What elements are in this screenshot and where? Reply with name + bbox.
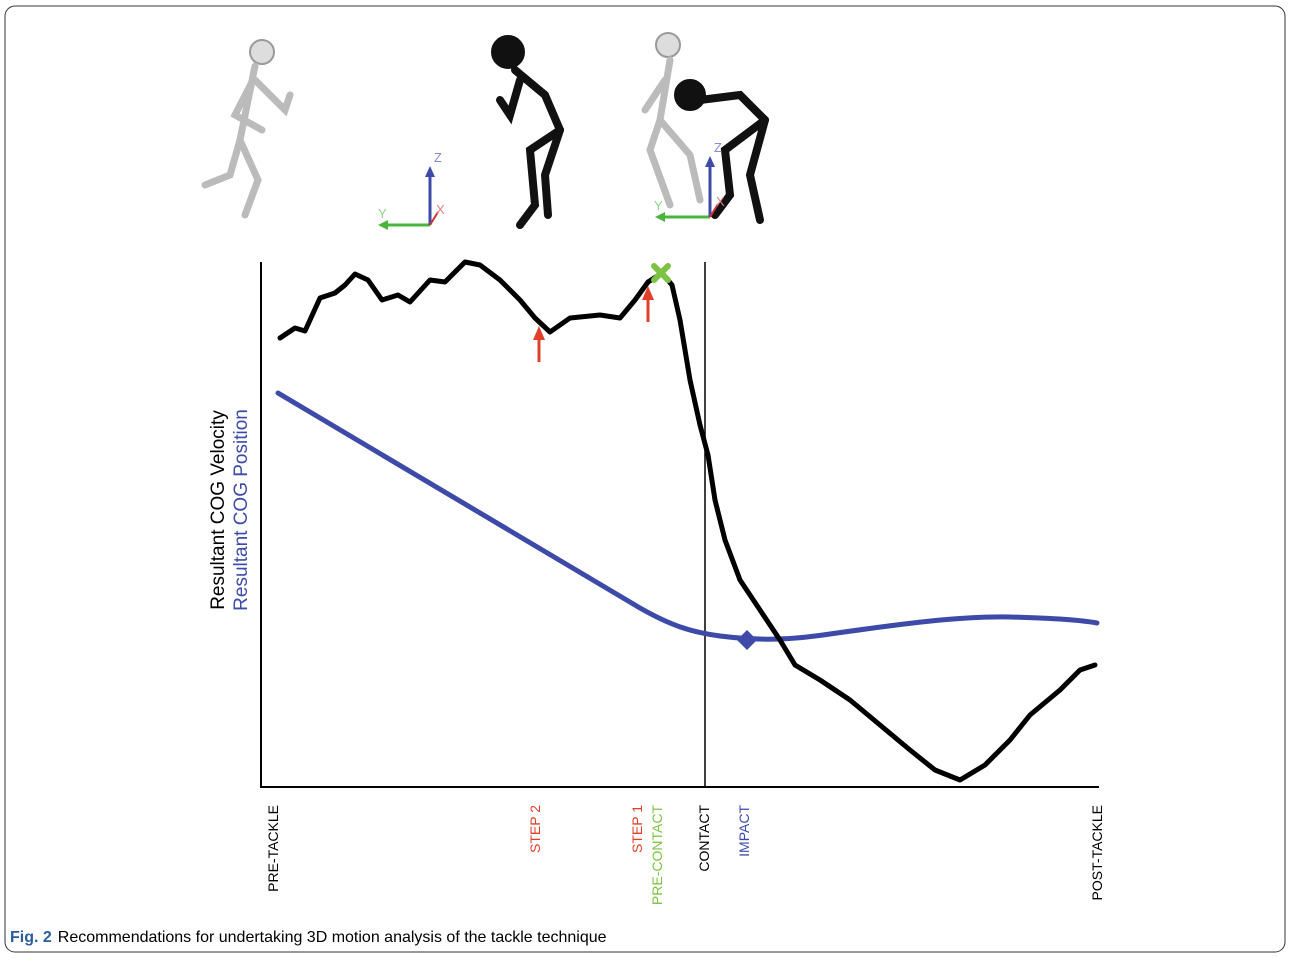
axes-icon: Z Y X	[654, 140, 725, 222]
x-label: PRE-CONTACT	[649, 805, 665, 906]
skeleton-running	[201, 39, 294, 219]
position-curve	[275, 390, 1100, 642]
x-label: STEP 2	[527, 805, 543, 853]
x-label: POST-TACKLE	[1089, 805, 1105, 900]
step-arrow	[642, 286, 654, 322]
velocity-curve	[277, 259, 1098, 783]
caption: Fig. 2 Recommendations for undertaking 3D…	[10, 929, 607, 946]
pre-contact-marker	[651, 263, 671, 283]
x-label: CONTACT	[696, 805, 712, 872]
caption-text: Recommendations for undertaking 3D motio…	[58, 929, 607, 946]
axis-x: X	[436, 202, 445, 217]
axis-y: Y	[378, 206, 387, 221]
skeleton-contact	[641, 32, 769, 224]
skeleton-crouched	[491, 35, 564, 229]
x-label: STEP 1	[629, 805, 645, 853]
position-label: Resultant COG Position	[231, 409, 252, 611]
caption-label: Fig. 2	[10, 929, 52, 946]
step-arrow	[533, 326, 545, 362]
axis-z: Z	[434, 150, 442, 165]
impact-marker	[737, 630, 757, 650]
velocity-label: Resultant COG Velocity	[208, 410, 229, 610]
x-label: PRE-TACKLE	[265, 805, 281, 892]
axis-z: Z	[714, 140, 722, 155]
frame	[4, 5, 1286, 953]
axis-y: Y	[654, 198, 663, 213]
axes-icon: Z Y X	[378, 150, 445, 230]
axis-x: X	[716, 194, 725, 209]
x-label: IMPACT	[736, 805, 752, 857]
